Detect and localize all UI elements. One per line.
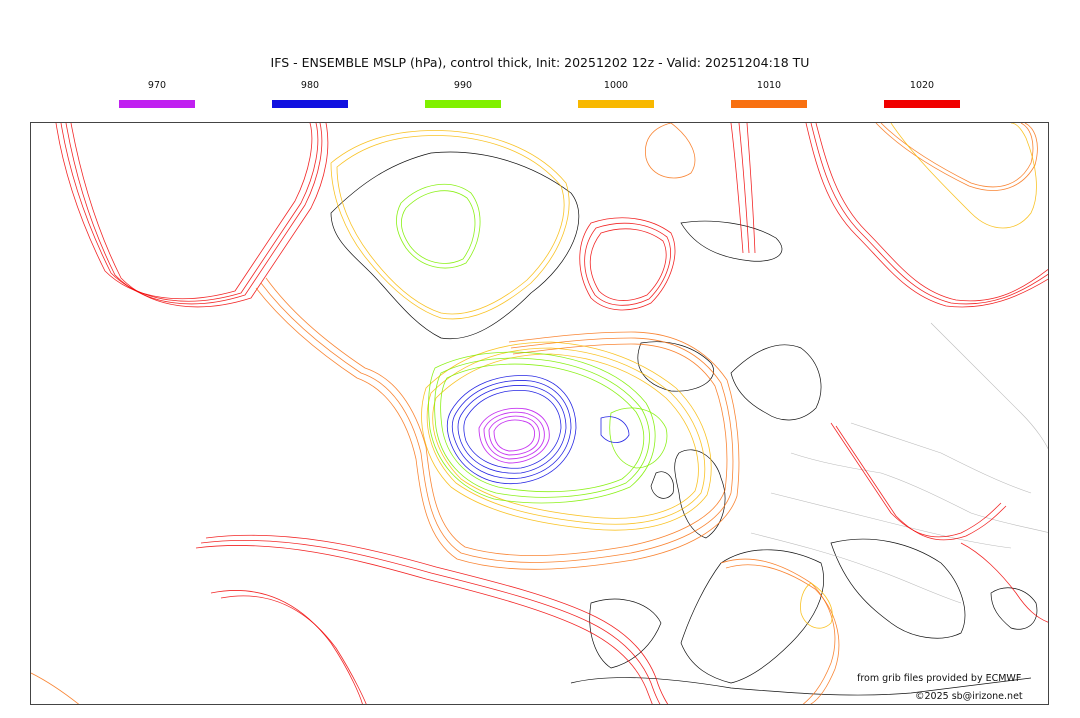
legend-label: 990 (453, 80, 473, 91)
legend-item-970: 970 (117, 80, 197, 108)
isobars-970 (478, 407, 550, 464)
legend-swatch (578, 100, 654, 108)
isobars-1000 (330, 123, 1037, 629)
borders (750, 322, 1048, 604)
copyright-credit: ©2025 sb@irizone.net (915, 691, 1023, 702)
legend-item-980: 980 (270, 80, 350, 108)
legend-label: 1010 (756, 80, 782, 91)
legend-label: 1000 (603, 80, 629, 91)
isobars-1020 (55, 123, 1048, 704)
legend-label: 970 (147, 80, 167, 91)
isobar-map (31, 123, 1048, 704)
legend-swatch (425, 100, 501, 108)
isobars-980 (446, 375, 630, 485)
isobars-990 (396, 183, 668, 504)
legend-label: 980 (300, 80, 320, 91)
legend-label: 1020 (909, 80, 935, 91)
isobars-1010 (31, 123, 1038, 704)
legend-item-1010: 1010 (729, 80, 809, 108)
legend-item-1020: 1020 (882, 80, 962, 108)
source-credit: from grib files provided by ECMWF (857, 673, 1022, 684)
map-panel (30, 122, 1049, 705)
chart-title: IFS - ENSEMBLE MSLP (hPa), control thick… (270, 55, 810, 70)
legend-item-1000: 1000 (576, 80, 656, 108)
legend-swatch (731, 100, 807, 108)
legend-item-990: 990 (423, 80, 503, 108)
legend-swatch (884, 100, 960, 108)
legend-swatch (119, 100, 195, 108)
legend-swatch (272, 100, 348, 108)
coastlines (330, 151, 1038, 696)
